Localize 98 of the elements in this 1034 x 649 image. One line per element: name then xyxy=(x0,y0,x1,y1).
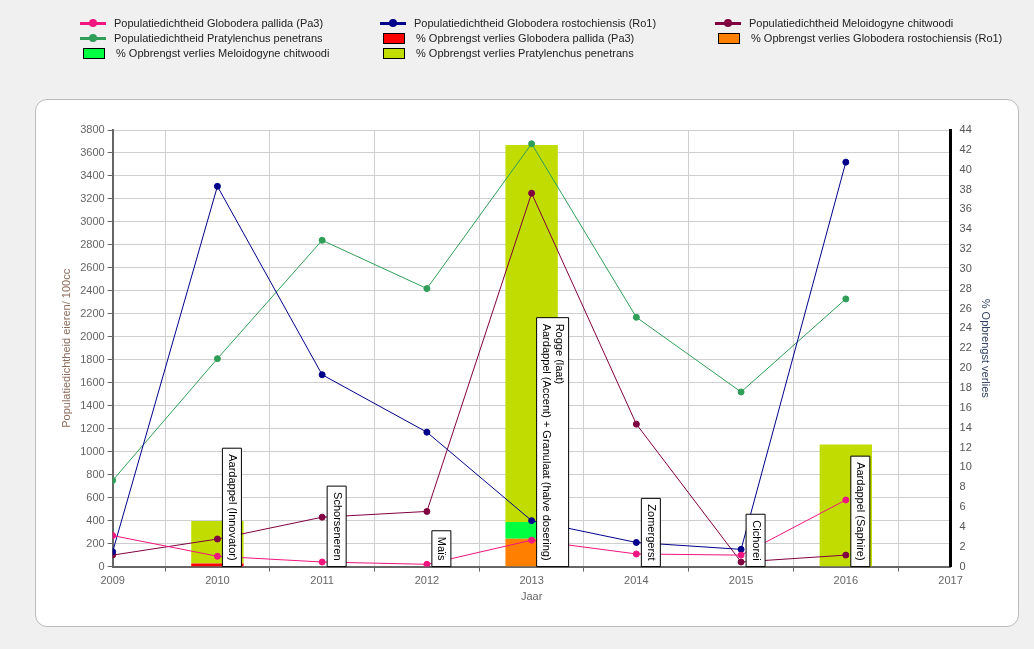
y2-tick-label: 30 xyxy=(959,261,972,274)
annotation: Schorseneren xyxy=(331,492,344,561)
legend-label: % Opbrengst verlies Globodera rostochiensis (Ro1) xyxy=(751,32,1003,44)
legend-label: Populatiedichtheid Globodera rostochiensis (Ro1) xyxy=(414,17,657,29)
x-tick-label: 2011 xyxy=(310,574,334,587)
legend-label: % Opbrengst verlies Pratylenchus penetrans xyxy=(416,47,634,59)
y2-tick-label: 28 xyxy=(959,281,972,294)
y-tick-label: 1400 xyxy=(80,398,105,411)
y2-tick-label: 44 xyxy=(959,123,972,136)
y2-tick-label: 18 xyxy=(959,381,972,394)
y2-tick-label: 14 xyxy=(959,420,972,433)
y-tick-label: 2600 xyxy=(80,260,105,273)
y-tick-label: 2800 xyxy=(80,237,105,250)
x-tick-label: 2009 xyxy=(100,574,125,587)
point xyxy=(318,513,326,521)
y2-tick-label: 24 xyxy=(959,321,972,334)
point xyxy=(842,551,850,559)
y2-tick-label: 12 xyxy=(959,440,972,453)
legend-label: % Opbrengst verlies Meloidogyne chitwoodi xyxy=(116,47,330,59)
y-tick-label: 1600 xyxy=(80,375,105,388)
y-tick-label: 3800 xyxy=(80,123,105,136)
x-tick-label: 2010 xyxy=(205,574,230,587)
point xyxy=(213,535,221,543)
point xyxy=(842,158,850,166)
point xyxy=(318,371,326,379)
point xyxy=(842,496,850,504)
point xyxy=(213,182,221,190)
y-tick-label: 0 xyxy=(98,559,105,572)
y2-tick-label: 20 xyxy=(959,361,972,374)
annotation: Aardappel (Innovator) xyxy=(226,454,239,561)
point xyxy=(423,560,431,567)
point xyxy=(423,285,431,293)
y-axis-title: Populatiedichtheid eieren/ 100cc xyxy=(59,268,72,428)
point xyxy=(528,536,536,544)
annotation: Cichorei xyxy=(750,520,763,561)
y2-tick-label: 22 xyxy=(959,341,972,354)
point xyxy=(632,550,640,558)
y-tick-label: 3600 xyxy=(80,146,105,159)
y2-tick-label: 2 xyxy=(959,539,966,552)
y2-tick-label: 40 xyxy=(959,162,972,175)
x-tick-label: 2015 xyxy=(728,574,754,587)
x-tick-label: 2014 xyxy=(624,574,649,587)
y-tick-label: 3000 xyxy=(80,214,105,227)
legend-label: Populatiedichtheid Globodera pallida (Pa3) xyxy=(114,17,324,29)
point xyxy=(737,388,745,396)
y2-tick-label: 42 xyxy=(959,142,972,155)
y2-tick-label: 10 xyxy=(959,460,972,473)
legend-label: Populatiedichtheid Pratylenchus penetrans xyxy=(114,32,323,44)
point xyxy=(737,558,745,566)
point xyxy=(423,507,431,515)
y2-tick-label: 4 xyxy=(959,519,966,532)
x-tick-label: 2013 xyxy=(519,574,544,587)
y-tick-label: 400 xyxy=(86,513,105,526)
y-tick-label: 1200 xyxy=(80,421,105,434)
y-tick-label: 800 xyxy=(86,467,105,480)
annotation: Rogge (laat) Aardappel (Accent) + Granulaat (halve dosering) xyxy=(541,323,567,561)
legend-label: Populatiedichtheid Meloidogyne chitwoodi xyxy=(749,17,954,29)
y2-tick-label: 34 xyxy=(959,222,972,235)
x-axis-title: Jaar xyxy=(520,590,543,603)
point xyxy=(737,545,745,553)
point xyxy=(528,140,536,148)
annotation: Aardappel (Saphire) xyxy=(855,462,868,561)
point xyxy=(632,420,640,428)
y-tick-label: 3200 xyxy=(80,191,105,204)
y2-tick-label: 0 xyxy=(959,559,966,572)
point xyxy=(213,355,221,363)
y2-tick-label: 36 xyxy=(959,202,972,215)
y-tick-label: 200 xyxy=(86,536,105,549)
y2-tick-label: 6 xyxy=(959,500,966,513)
point xyxy=(842,295,850,303)
y2-tick-label: 38 xyxy=(959,182,972,195)
point xyxy=(318,558,326,566)
y2-tick-label: 8 xyxy=(959,480,966,493)
point xyxy=(213,552,221,560)
point xyxy=(528,517,536,525)
y-tick-label: 3400 xyxy=(80,168,105,181)
y2-axis-title: % Opbrengst verlies xyxy=(980,298,993,399)
y-tick-label: 2000 xyxy=(80,329,105,342)
point xyxy=(737,551,745,559)
point xyxy=(632,313,640,321)
point xyxy=(423,428,431,436)
y2-tick-label: 26 xyxy=(959,301,972,314)
y-tick-label: 1000 xyxy=(80,444,105,457)
x-tick-label: 2016 xyxy=(833,574,859,587)
y2-tick-label: 32 xyxy=(959,242,972,255)
annotation: Zomergerst xyxy=(645,504,658,561)
annotation: Maïs xyxy=(436,536,449,562)
x-tick-label: 2012 xyxy=(414,574,440,587)
x-tick-label: 2017 xyxy=(938,574,963,587)
y-tick-label: 2400 xyxy=(80,283,105,296)
point xyxy=(528,189,536,197)
point xyxy=(632,538,640,546)
y-tick-label: 2200 xyxy=(80,306,105,319)
y2-tick-label: 16 xyxy=(959,400,972,413)
y-tick-label: 600 xyxy=(86,490,105,503)
point xyxy=(318,236,326,244)
y-tick-label: 1800 xyxy=(80,352,105,365)
legend-label: % Opbrengst verlies Globodera pallida (Pa3) xyxy=(416,32,635,44)
